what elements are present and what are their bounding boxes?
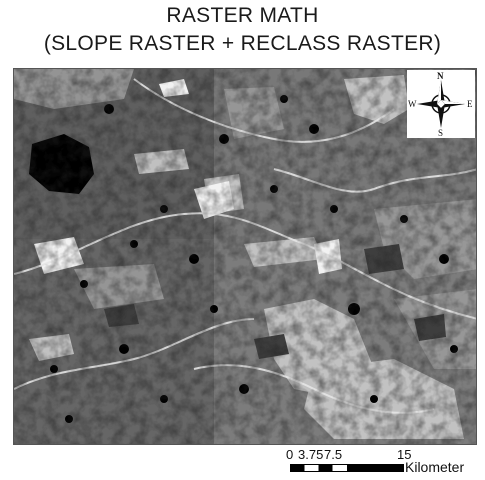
compass-rose-icon: [417, 80, 465, 128]
scale-tick: 3.75: [298, 447, 324, 462]
compass-south-label: S: [438, 128, 444, 138]
north-arrow: N S W E: [407, 70, 475, 138]
scale-bar: [290, 464, 404, 472]
compass-west-label: W: [408, 99, 417, 109]
compass-north-label: N: [437, 71, 444, 81]
scale-tick: 7.5: [324, 447, 343, 462]
map-title-line1: RASTER MATH: [166, 4, 319, 27]
map-title-line2: (SLOPE RASTER + RECLASS RASTER): [43, 32, 442, 55]
compass-east-label: E: [467, 99, 473, 109]
scale-bar-unit: Kilometer: [405, 459, 465, 475]
scale-tick: 0: [286, 447, 294, 462]
scale-tick: 15: [397, 447, 412, 462]
scale-bar-ticks: 0 3.75 7.5 15: [280, 447, 470, 463]
